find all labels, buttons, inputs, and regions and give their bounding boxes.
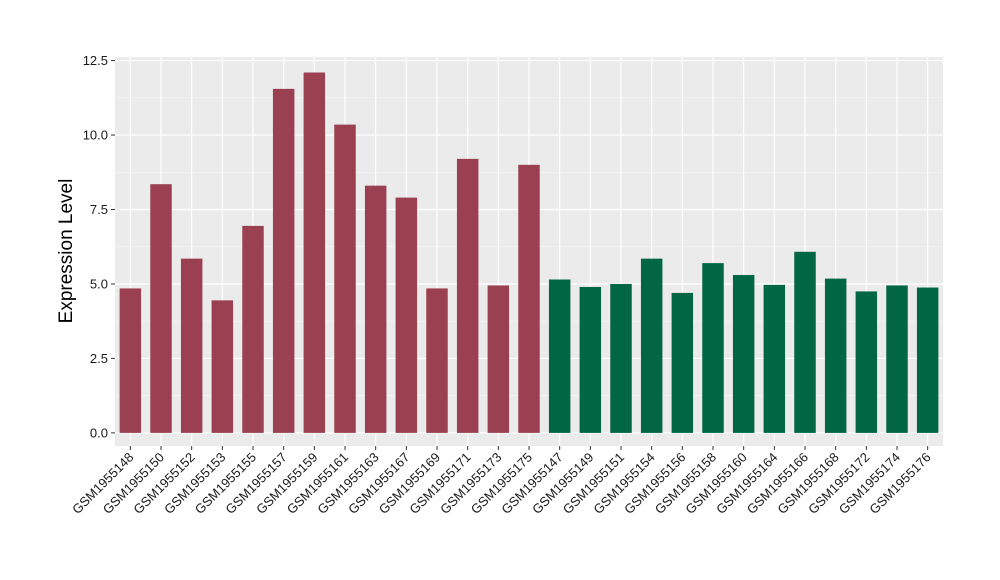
y-axis: 0.0 2.5 5.0 7.5 10.0 12.5 <box>83 53 115 440</box>
bar-GSM1955150 <box>150 184 172 433</box>
bar-GSM1955161 <box>334 124 356 433</box>
bar-GSM1955171 <box>456 158 479 433</box>
bar-GSM1955149 <box>579 286 602 433</box>
bar-GSM1955160 <box>732 275 755 433</box>
bar-GSM1955167 <box>395 197 418 433</box>
bar-GSM1955175 <box>518 164 540 433</box>
y-tick-label: 5.0 <box>90 276 108 291</box>
y-tick-label: 7.5 <box>90 202 108 217</box>
bar-GSM1955152 <box>180 258 203 433</box>
bar-GSM1955172 <box>855 291 878 433</box>
bar-GSM1955147 <box>548 279 571 433</box>
y-axis-title: Expression Level <box>56 179 77 324</box>
bar-GSM1955173 <box>487 285 510 433</box>
bar-GSM1955174 <box>886 285 908 433</box>
y-tick-label: 12.5 <box>83 53 108 68</box>
bar-GSM1955153 <box>211 300 234 433</box>
bar-GSM1955159 <box>303 72 326 433</box>
bar-GSM1955155 <box>242 225 264 433</box>
bar-GSM1955156 <box>671 292 694 433</box>
y-tick-label: 2.5 <box>90 351 108 366</box>
x-axis: GSM1955148GSM1955150GSM1955152GSM1955153… <box>69 446 934 517</box>
bar-GSM1955151 <box>610 283 632 433</box>
bar-GSM1955148 <box>119 288 142 433</box>
bar-GSM1955166 <box>794 251 816 433</box>
bar-GSM1955158 <box>702 263 724 433</box>
y-tick-label: 10.0 <box>83 128 108 143</box>
bar-GSM1955176 <box>916 287 939 433</box>
bar-GSM1955168 <box>824 278 847 433</box>
bar-GSM1955163 <box>364 185 387 433</box>
y-tick-label: 0.0 <box>90 425 108 440</box>
bar-GSM1955154 <box>640 258 663 433</box>
bar-GSM1955169 <box>426 288 448 433</box>
bars-group <box>119 72 939 433</box>
bar-GSM1955164 <box>763 284 786 433</box>
bar-GSM1955157 <box>272 88 295 433</box>
